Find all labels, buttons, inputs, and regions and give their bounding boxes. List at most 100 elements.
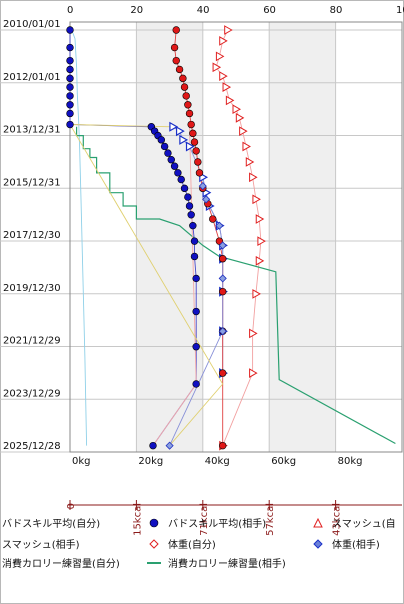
series-3-point (190, 138, 199, 146)
series-0-point (190, 252, 199, 261)
bottom-tick-label: 60kg (271, 456, 296, 467)
date-tick-label: 2017/12/30 (3, 230, 61, 241)
legend-label: スマッシュ(自 (332, 517, 396, 530)
series-3-point (179, 74, 187, 83)
series-3-point (189, 129, 197, 138)
legend-label: 体重(自分) (168, 538, 216, 551)
bottom-tick-label: 40kg (205, 456, 230, 467)
series-3-point (180, 83, 189, 91)
series-1-point (242, 141, 251, 152)
series-0-point (192, 307, 200, 316)
bottom-tick-label: 20kg (138, 456, 163, 467)
series-1-point (257, 236, 266, 247)
calorie-tick-label: 43kcal (332, 503, 343, 536)
series-0-point (66, 43, 74, 52)
series-3-point (215, 237, 224, 245)
series-3-point (219, 369, 227, 377)
legend-marker-dot (149, 518, 159, 528)
series-2-point (179, 134, 189, 145)
series-1-point (212, 62, 222, 73)
top-tick-label: 0 (67, 5, 73, 16)
series-0-point (66, 92, 74, 100)
calorie-tick-label: 71kcal (199, 503, 210, 536)
legend-marker-triangle (313, 517, 323, 528)
series-1-point (245, 157, 255, 167)
series-0-point (192, 343, 200, 351)
series-0-point (66, 26, 74, 34)
legend-label: 体重(相手) (332, 538, 380, 551)
series-3-point (184, 101, 192, 109)
date-tick-label: 2015/12/31 (3, 177, 61, 188)
series-4-point (198, 182, 207, 191)
series-2-point (175, 126, 185, 137)
series-3-point (219, 441, 227, 450)
series-0-point (66, 74, 74, 83)
shaded-band-0 (136, 22, 203, 452)
calorie-tick-label: 0 (66, 503, 77, 509)
series-1-point (249, 368, 258, 378)
series-4-point (218, 327, 227, 336)
top-tick-label: 40 (197, 5, 210, 16)
series-0-point (66, 120, 74, 129)
top-tick-label: 20 (130, 5, 143, 16)
calorie-tick-label: 15kcal (132, 503, 143, 536)
series-1-point (255, 256, 265, 266)
series-0-point (157, 136, 166, 144)
plot-border (69, 21, 403, 453)
series-0-point (184, 193, 192, 201)
legend-label: 消費カロリー練習量(自分) (2, 557, 120, 570)
legend-marker-diamond (313, 539, 323, 549)
legend-label: スマッシュ(相手) (2, 538, 80, 551)
series-0-point (164, 149, 172, 157)
series-3-point (175, 65, 184, 74)
series-1-point (222, 82, 232, 92)
series-3-point (209, 215, 217, 223)
date-tick-label: 2025/12/28 (3, 441, 61, 452)
series-0-point (66, 83, 74, 91)
series-0-point (174, 169, 182, 177)
bottom-tick-label: 80kg (338, 456, 363, 467)
series-3-point (172, 56, 180, 65)
series-4-point (202, 195, 211, 204)
series-1-point (219, 71, 228, 81)
top-tick-label: 10 (396, 5, 404, 16)
series-0-point (180, 184, 189, 193)
series-1-point (249, 328, 258, 339)
series-0-point (189, 221, 197, 230)
date-tick-label: 2013/12/31 (3, 125, 61, 136)
series-0-point (177, 175, 185, 184)
shaded-band-1 (269, 22, 336, 452)
legend-label: 消費カロリー練習量(相手) (168, 557, 286, 570)
series-3-point (185, 109, 194, 118)
date-tick-label: 2021/12/29 (3, 336, 61, 347)
series-1-point (215, 51, 225, 62)
series-3-point (172, 26, 180, 34)
date-tick-label: 2023/12/29 (3, 388, 61, 399)
series-3-point (219, 255, 227, 263)
series-3-point (182, 92, 190, 100)
series-4-point (215, 221, 224, 230)
series-3-point (194, 158, 202, 166)
series-0-point (167, 156, 175, 164)
series-4-point (218, 274, 227, 283)
series-1-point (239, 126, 248, 137)
series-1-point (252, 194, 261, 205)
bottom-tick-label: 0kg (72, 456, 91, 467)
series-1-point (249, 172, 258, 183)
series-line-6 (75, 126, 396, 445)
series-1-point (255, 214, 265, 224)
series-4-point (165, 441, 174, 450)
series-0-point (192, 274, 200, 283)
top-tick-label: 80 (330, 5, 343, 16)
legend-label: バドスキル平均(自分) (2, 517, 100, 530)
series-0-point (192, 380, 200, 388)
series-2-point (185, 141, 195, 152)
series-0-point (149, 441, 157, 450)
series-0-point (160, 142, 169, 151)
series-3-point (195, 169, 204, 177)
series-1-point (232, 104, 242, 115)
series-4-point (218, 241, 227, 250)
series-line-5 (71, 29, 88, 446)
series-0-point (190, 237, 199, 245)
